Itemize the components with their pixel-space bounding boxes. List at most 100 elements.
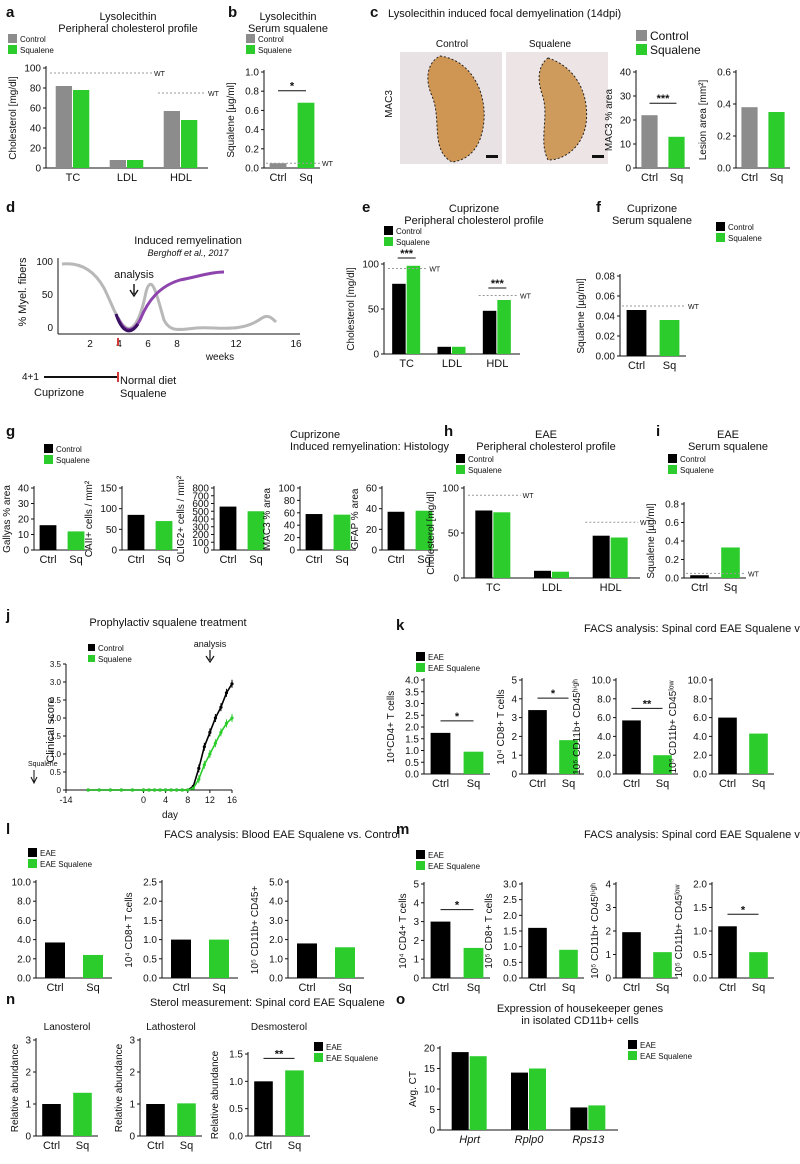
j-line-squalene	[88, 717, 233, 791]
j-analysis-label: analysis	[194, 639, 227, 649]
legend-label-k1: EAE	[428, 653, 444, 662]
x-tick-label-g4: Ctrl	[305, 554, 322, 566]
bar-a-control-ldl	[109, 160, 126, 168]
bar-l2-sq	[209, 939, 229, 978]
y-tick-label-l3: 1.0	[269, 954, 283, 965]
legend-swatch-k1	[416, 652, 425, 661]
j-analysis-arrow	[205, 650, 215, 664]
y-tick-label-m3: 3	[605, 903, 611, 914]
j-x-tick-label: 16	[227, 795, 237, 805]
y-tick-label-i: 0.2	[665, 555, 679, 566]
bar-m3-sq	[653, 952, 672, 978]
x-tick-label-k4: Sq	[752, 778, 765, 790]
d-xtick-16: 16	[290, 339, 302, 350]
y-tick-label-k2: 0	[511, 770, 517, 781]
x-tick-label-n1: Ctrl	[43, 1140, 60, 1152]
y-tick-label-n1: 0	[25, 1132, 31, 1143]
y-tick-label-l3: 2.0	[269, 935, 283, 946]
y-tick-label-m1: 4	[413, 898, 419, 909]
j-y-tick-label: 1.0	[50, 750, 62, 759]
y-tick-label-g1: 10	[18, 530, 30, 541]
x-tick-label-h: TC	[486, 582, 501, 594]
significance-label-k1: *	[455, 711, 460, 723]
y-axis-label-n2: Relative abundance	[114, 1043, 125, 1132]
y-tick-label-l1: 10.0	[12, 878, 32, 889]
bar-k4-sq	[749, 733, 768, 774]
y-tick-label-n3: 0.0	[229, 1132, 243, 1143]
y-tick-label-g4: 0	[289, 546, 295, 557]
d-cuprizone-label: Cuprizone	[34, 387, 84, 399]
legend-swatch-l1	[28, 859, 37, 868]
legend-label-i: Control	[680, 455, 706, 464]
y-tick-label-g3: 400	[192, 515, 209, 526]
x-tick-label-n2: Sq	[180, 1140, 193, 1152]
bar-i-ctrl	[690, 575, 709, 578]
bar-n1-sq	[73, 1092, 92, 1136]
bar-k3-ctrl	[622, 720, 641, 774]
bar-o-eae-squalene-rplp0	[529, 1068, 546, 1130]
panel-label-d: d	[6, 199, 15, 216]
j-point-squalene	[186, 788, 190, 792]
bar-f-sq	[659, 320, 680, 356]
j-point-squalene	[97, 788, 101, 792]
j-xlabel: day	[162, 810, 178, 821]
y-tick-label-e: 0	[373, 350, 379, 361]
d-citation: Berghoff et al., 2017	[147, 248, 229, 258]
y-tick-label-k1: 2.5	[405, 711, 419, 722]
y-tick-label-g3: 600	[192, 499, 209, 510]
y-tick-label-l2: 2.0	[143, 897, 157, 908]
chart-g5: 0 20 40 60 GFAP % area Ctrl Sq	[350, 484, 438, 566]
y-tick-label-n3: 0.5	[229, 1104, 243, 1115]
y-tick-label-l1: 2.0	[17, 954, 31, 965]
bar-l1-sq	[83, 954, 103, 978]
y-tick-label-i: 0.6	[665, 518, 679, 529]
x-tick-label-g1: Ctrl	[39, 554, 56, 566]
x-tick-label-g3: Ctrl	[219, 554, 236, 566]
d-analysis-arrow	[129, 284, 139, 298]
y-tick-label-m3: 0	[605, 974, 611, 985]
y-tick-label-g3: 500	[192, 507, 209, 518]
y-tick-label-f: 0.02	[596, 332, 616, 343]
panel-c-micrographs: Lysolecithin induced focal demyelination…	[384, 8, 701, 164]
wt-label-h: WT	[523, 493, 535, 500]
y-axis-label-h: Cholesterol [mg/dl]	[426, 491, 437, 575]
bar-g2-ctrl	[127, 514, 145, 550]
y-tick-label-i: 0.4	[665, 537, 679, 548]
chart-title-e: Cuprizone	[449, 203, 499, 215]
y-axis-label-g2: CAII+ cells / mm²	[84, 480, 95, 557]
lesion-control	[427, 55, 485, 163]
y-tick-label-g5: 0	[371, 546, 377, 557]
y-tick-label-c2: 0.2	[717, 132, 731, 143]
x-tick-label-c1: Ctrl	[641, 172, 658, 184]
panel-label-b: b	[228, 4, 237, 21]
bar-n2-ctrl	[146, 1104, 165, 1136]
bar-n3-sq	[285, 1070, 304, 1136]
chart-title-k1: FACS analysis: Spinal cord EAE Squalene …	[584, 623, 800, 635]
x-tick-label-g1: Sq	[69, 554, 82, 566]
x-tick-label-l2: Ctrl	[172, 982, 189, 994]
d-analysis-label: analysis	[114, 269, 154, 281]
d-xtick-6: 6	[145, 339, 151, 350]
y-tick-label-k1: 3.5	[405, 687, 419, 698]
panel-label-e: e	[362, 199, 370, 216]
j-axes: 00.51.01.52.02.53.03.5-14 0 4 8 12 16	[50, 660, 237, 805]
x-tick-label-k3: Sq	[656, 778, 669, 790]
chart-title-f: Cuprizone	[627, 203, 677, 215]
j-legend-swatch-squalene	[88, 655, 95, 662]
bar-c2-sq	[768, 112, 785, 168]
legend-swatch-squalene	[636, 44, 647, 55]
bar-g2-sq	[155, 521, 173, 550]
chart-title-i: EAE	[717, 429, 739, 441]
d-ytick-50: 50	[42, 290, 54, 301]
y-tick-label-m3: 2	[605, 927, 611, 938]
chart-title-m1: FACS analysis: Spinal cord EAE Squalene …	[584, 829, 800, 841]
y-axis-label-o: Avg. CT	[408, 1071, 419, 1107]
y-axis-label-k4: 10⁵ CD11b+ CD45ˡᵒʷ	[668, 680, 679, 773]
x-tick-label-n3: Sq	[288, 1140, 301, 1152]
j-legend-squalene: Squalene	[98, 655, 132, 664]
